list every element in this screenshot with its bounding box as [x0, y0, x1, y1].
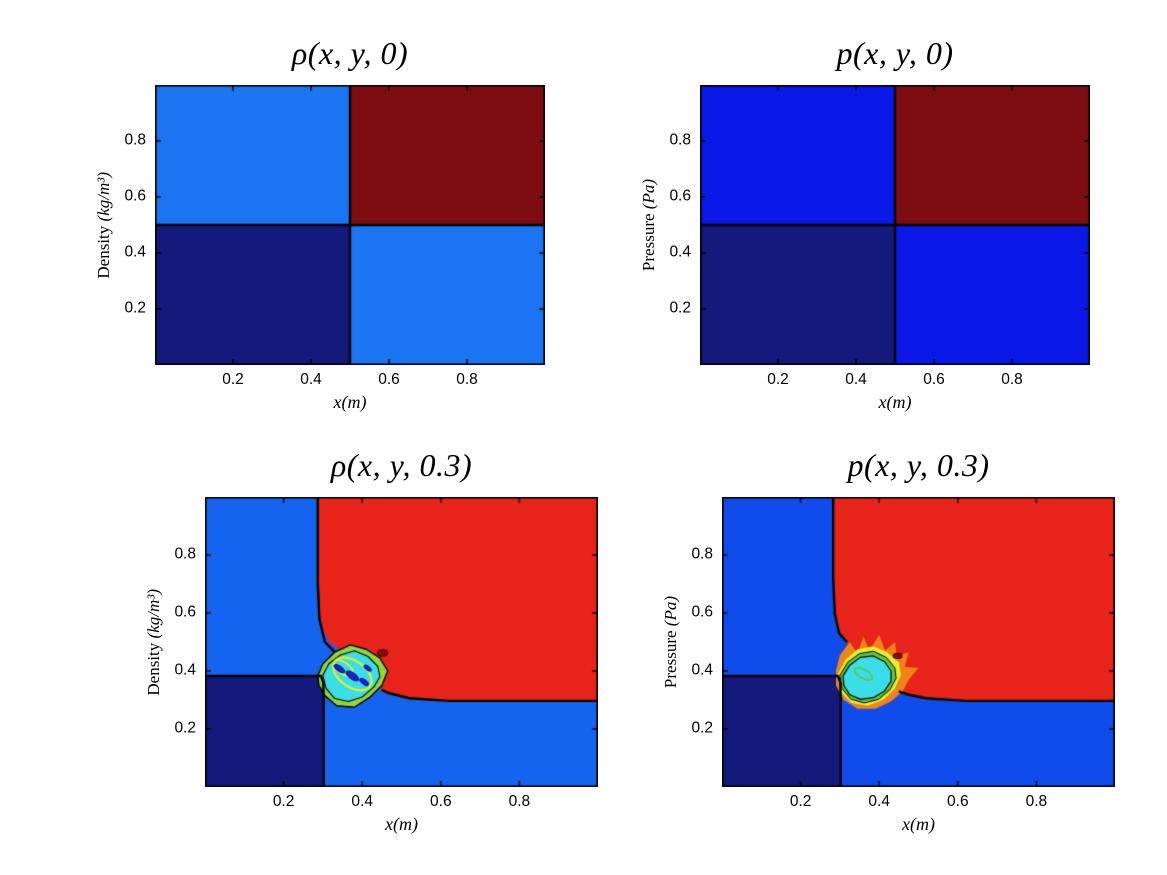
x-tick-label: 0.6: [947, 793, 969, 810]
x-axis-label: x(m): [333, 392, 367, 412]
subplot-pressure-t03: p(x, y, 0.3) Pressure (Pa) 0.2 0.4 0.6 0.8 …: [661, 447, 1115, 834]
x-tick-label: 0.8: [1025, 793, 1048, 810]
y-tick-labels: 0.2 0.4 0.6 0.8: [109, 85, 155, 365]
x-tick-label: 0.2: [767, 371, 789, 388]
y-tick-labels: 0.2 0.4 0.6 0.8: [159, 497, 205, 787]
x-tick-label: 0.4: [845, 371, 867, 388]
x-tick-label: 0.6: [378, 371, 400, 388]
x-tick-label: 0.2: [272, 793, 295, 810]
plot-title: ρ(x, y, 0): [291, 35, 409, 71]
x-tick-labels: 0.2 0.4 0.6 0.8: [722, 787, 1115, 813]
y-tick-label: 0.2: [669, 299, 691, 317]
x-tick-labels: 0.2 0.4 0.6 0.8: [155, 365, 545, 391]
subplot-density-initial: ρ(x, y, 0) Density (kg/m³) 0.2 0.4 0.6 0.8 …: [94, 35, 545, 412]
x-axis-label: x(m): [878, 392, 912, 412]
y-tick-label: 0.8: [669, 131, 691, 149]
x-tick-label: 0.8: [1001, 371, 1023, 388]
x-tick-label: 0.6: [923, 371, 945, 388]
plot-title: ρ(x, y, 0.3): [330, 447, 473, 483]
x-axis-label: x(m): [902, 814, 935, 834]
y-tick-label: 0.2: [691, 719, 713, 737]
heatmap-canvas: [700, 85, 1090, 365]
heatmap-canvas: [205, 497, 598, 787]
y-tick-labels: 0.2 0.4 0.6 0.8: [654, 85, 700, 365]
y-tick-label: 0.2: [124, 299, 146, 317]
y-tick-label: 0.4: [174, 661, 196, 679]
heatmap-canvas: [155, 85, 545, 365]
x-tick-label: 0.2: [789, 793, 812, 810]
plot-title: p(x, y, 0): [836, 35, 954, 71]
y-tick-label: 0.8: [124, 131, 146, 149]
x-tick-label: 0.4: [351, 793, 373, 810]
x-tick-label: 0.8: [508, 793, 531, 810]
y-tick-label: 0.2: [174, 719, 196, 737]
y-tick-label: 0.4: [124, 243, 146, 261]
plot-title: p(x, y, 0.3): [847, 447, 990, 483]
y-tick-label: 0.8: [691, 545, 713, 563]
x-tick-label: 0.4: [300, 371, 322, 388]
subplot-density-t03: ρ(x, y, 0.3) Density (kg/m³) 0.2 0.4 0.6 0.…: [144, 447, 598, 834]
x-tick-labels: 0.2 0.4 0.6 0.8: [205, 787, 598, 813]
y-tick-labels: 0.2 0.4 0.6 0.8: [676, 497, 722, 787]
x-tick-label: 0.2: [222, 371, 244, 388]
x-tick-label: 0.8: [456, 371, 478, 388]
heatmap-canvas: [722, 497, 1115, 787]
x-axis-label: x(m): [385, 814, 418, 834]
y-tick-label: 0.6: [691, 603, 713, 621]
y-tick-label: 0.4: [669, 243, 691, 261]
y-tick-label: 0.6: [669, 187, 691, 205]
y-tick-label: 0.8: [174, 545, 196, 563]
subplot-pressure-initial: p(x, y, 0) Pressure (Pa) 0.2 0.4 0.6 0.8 0.…: [639, 35, 1090, 412]
y-tick-label: 0.6: [124, 187, 146, 205]
y-tick-label: 0.6: [174, 603, 196, 621]
x-tick-label: 0.4: [868, 793, 890, 810]
y-tick-label: 0.4: [691, 661, 713, 679]
x-tick-label: 0.6: [430, 793, 452, 810]
x-tick-labels: 0.2 0.4 0.6 0.8: [700, 365, 1090, 391]
